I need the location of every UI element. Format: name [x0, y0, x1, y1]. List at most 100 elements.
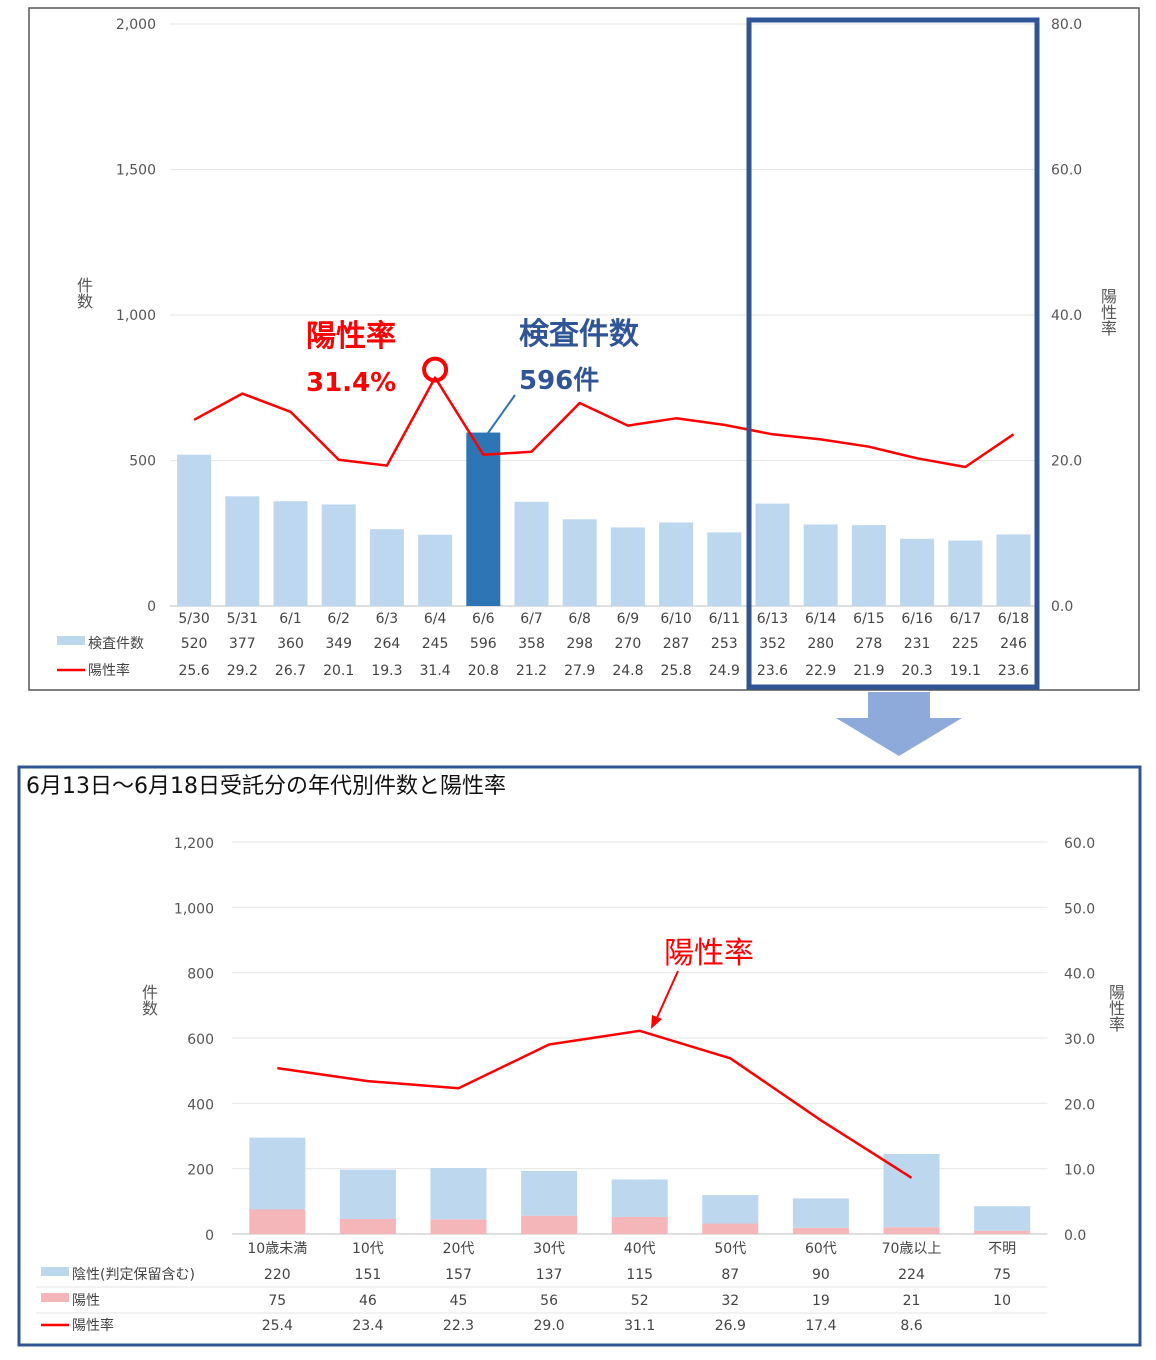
table-cell-count: 278 — [856, 636, 883, 652]
x-tick-label: 6/1 — [279, 611, 302, 627]
y2-tick-label: 30.0 — [1064, 1032, 1095, 1048]
table-cell-rate: 19.3 — [371, 663, 402, 679]
bar-negative — [611, 1179, 668, 1218]
table-cell: 17.4 — [805, 1318, 836, 1334]
x-tick-label: 不明 — [988, 1241, 1016, 1257]
bar-negative — [339, 1169, 396, 1219]
table-cell-rate: 24.8 — [612, 663, 643, 679]
x-tick-label: 10歳未満 — [247, 1241, 307, 1257]
table-cell-count: 360 — [277, 636, 304, 652]
x-tick-label: 6/16 — [901, 611, 933, 627]
legend-swatch — [41, 1293, 69, 1302]
x-tick-label: 6/3 — [376, 611, 399, 627]
x-tick-label: 6/18 — [998, 611, 1029, 627]
table-cell: 19 — [812, 1293, 830, 1309]
rate-annotation-value: 31.4% — [306, 368, 396, 398]
bar — [659, 522, 694, 606]
table-cell: 46 — [359, 1293, 377, 1309]
x-tick-label: 30代 — [533, 1241, 565, 1257]
table-cell: 31.1 — [624, 1318, 655, 1334]
x-tick-label: 6/10 — [660, 611, 691, 627]
table-cell-count: 280 — [807, 636, 834, 652]
table-cell: 90 — [812, 1267, 830, 1283]
bar — [369, 529, 404, 606]
highlight-range-frame — [746, 17, 1040, 690]
y2-tick-label: 0.0 — [1051, 599, 1073, 615]
bar — [948, 540, 983, 606]
bar-positive — [611, 1217, 668, 1234]
count-annotation-value: 596件 — [519, 366, 599, 396]
bar-positive — [702, 1223, 759, 1234]
bar — [225, 496, 260, 606]
table-cell: 115 — [626, 1267, 653, 1283]
y-tick-label: 0 — [147, 599, 156, 615]
y2-tick-label: 0.0 — [1064, 1228, 1086, 1244]
count-annotation-leader — [487, 394, 516, 434]
bar-negative — [430, 1168, 487, 1220]
table-cell-rate: 26.7 — [275, 663, 306, 679]
table-cell-count: 225 — [952, 636, 979, 652]
bar-positive — [974, 1230, 1031, 1234]
table-cell: 22.3 — [443, 1318, 474, 1334]
bar — [562, 519, 597, 606]
table-cell: 52 — [631, 1293, 649, 1309]
table-cell: 75 — [993, 1267, 1011, 1283]
x-tick-label: 6/6 — [472, 611, 495, 627]
bar-negative — [702, 1195, 759, 1224]
peak-rate-marker — [422, 356, 449, 383]
legend-label-rate: 陽性率 — [88, 662, 130, 679]
y-tick-label: 1,500 — [116, 163, 156, 179]
x-tick-label: 6/4 — [424, 611, 447, 627]
bar — [418, 534, 453, 606]
y-tick-label: 400 — [187, 1097, 214, 1113]
bar — [610, 527, 645, 606]
x-tick-label: 5/31 — [227, 611, 258, 627]
bar-negative — [249, 1137, 306, 1210]
y2-tick-label: 40.0 — [1051, 308, 1082, 324]
table-cell-count: 596 — [470, 636, 497, 652]
legend-label: 陰性(判定保留含む) — [72, 1267, 195, 1283]
table-cell-count: 377 — [229, 636, 256, 652]
legend-label: 陽性率 — [72, 1317, 114, 1334]
chart2-annotation-arrowhead — [651, 1015, 662, 1029]
rate-line — [193, 376, 1015, 469]
table-cell: 220 — [264, 1267, 291, 1283]
table-cell: 75 — [268, 1293, 286, 1309]
bar — [707, 532, 742, 606]
table-cell-rate: 23.6 — [757, 663, 788, 679]
table-cell-count: 246 — [1000, 636, 1027, 652]
down-arrow-icon — [836, 692, 962, 756]
chart2-rate-annotation: 陽性率 — [664, 936, 754, 971]
bar-positive — [430, 1219, 487, 1234]
bar-positive — [249, 1209, 306, 1234]
chart2-annotation-arrow — [655, 970, 679, 1021]
x-tick-label: 6/13 — [757, 611, 788, 627]
x-tick-label: 6/2 — [327, 611, 350, 627]
table-cell-rate: 23.6 — [998, 663, 1029, 679]
y2-tick-label: 60.0 — [1064, 836, 1095, 852]
table-cell: 224 — [898, 1267, 925, 1283]
x-tick-label: 6/9 — [617, 611, 640, 627]
bar — [177, 454, 212, 606]
table-cell-count: 270 — [615, 636, 642, 652]
y2-tick-label: 10.0 — [1064, 1163, 1095, 1179]
x-tick-label: 10代 — [352, 1241, 384, 1257]
legend-label-count: 検査件数 — [88, 636, 144, 652]
table-cell: 25.4 — [262, 1318, 293, 1334]
table-cell-rate: 25.6 — [179, 663, 210, 679]
table-cell-rate: 21.9 — [853, 663, 884, 679]
table-cell-rate: 20.8 — [468, 663, 499, 679]
bar — [514, 501, 549, 606]
x-tick-label: 40代 — [624, 1241, 656, 1257]
y2-tick-label: 20.0 — [1051, 454, 1082, 470]
table-cell: 26.9 — [715, 1318, 746, 1334]
y-axis-title: 件数 — [77, 276, 93, 311]
bar — [755, 503, 790, 606]
legend-swatch-count — [57, 636, 85, 645]
table-cell-count: 520 — [181, 636, 208, 652]
x-tick-label: 60代 — [805, 1241, 837, 1257]
y2-tick-label: 40.0 — [1064, 967, 1095, 983]
y2-tick-label: 50.0 — [1064, 901, 1095, 917]
bar — [321, 504, 356, 606]
